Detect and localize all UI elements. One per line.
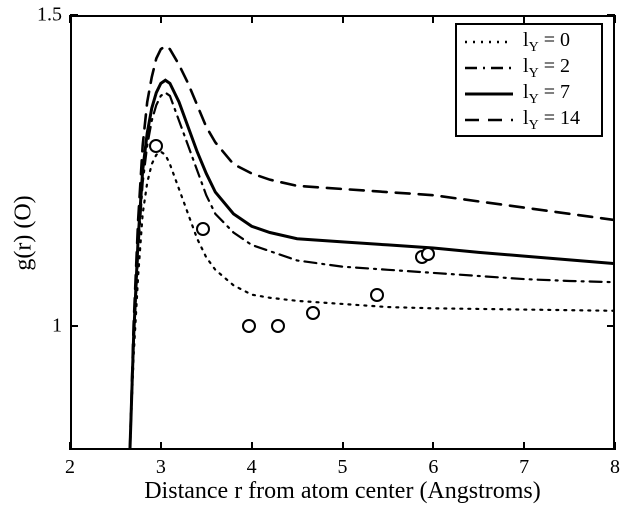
legend: lY = 0lY = 2lY = 7lY = 14 <box>455 23 603 137</box>
x-axis-label: Distance r from atom center (Angstroms) <box>144 478 541 505</box>
data-marker <box>370 288 384 302</box>
y-axis-label: g(r) (O) <box>11 195 38 270</box>
data-marker <box>149 139 163 153</box>
data-marker <box>421 247 435 261</box>
legend-swatch <box>465 57 513 79</box>
legend-label: lY = 14 <box>523 107 580 134</box>
figure-container: 2 3 4 5 6 7 8 1 1.5 Distance r from atom center … <box>0 0 629 508</box>
legend-label: lY = 0 <box>523 29 570 56</box>
data-marker <box>306 306 320 320</box>
legend-label: lY = 7 <box>523 81 570 108</box>
x-tick-label: 5 <box>338 456 348 479</box>
legend-item: lY = 0 <box>465 29 593 55</box>
legend-swatch <box>465 31 513 53</box>
series-ly2 <box>130 93 615 450</box>
data-marker <box>196 222 210 236</box>
y-tick-label: 1 <box>52 314 62 337</box>
x-tick-label: 2 <box>65 456 75 479</box>
legend-label: lY = 2 <box>523 55 570 82</box>
x-tick-label: 7 <box>519 456 529 479</box>
x-tick-label: 3 <box>156 456 166 479</box>
y-tick-label: 1.5 <box>37 4 62 27</box>
legend-item: lY = 14 <box>465 107 593 133</box>
legend-item: lY = 2 <box>465 55 593 81</box>
legend-swatch <box>465 109 513 131</box>
legend-item: lY = 7 <box>465 81 593 107</box>
series-ly0 <box>130 152 615 450</box>
legend-swatch <box>465 83 513 105</box>
x-tick-label: 8 <box>610 456 620 479</box>
data-marker <box>242 319 256 333</box>
x-tick-label: 6 <box>428 456 438 479</box>
x-tick-label: 4 <box>247 456 257 479</box>
data-marker <box>271 319 285 333</box>
